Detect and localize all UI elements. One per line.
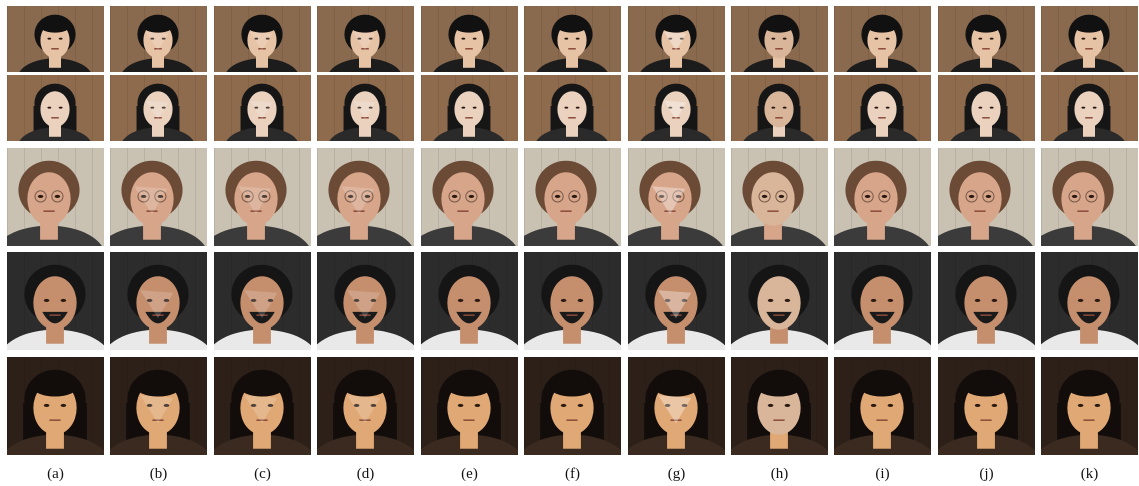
face-image-row3-col8 <box>731 148 828 246</box>
face-image-row1-col10 <box>938 6 1035 72</box>
subfigure-label: (j) <box>979 466 994 482</box>
face-image-row5-col8 <box>731 357 828 455</box>
face-image-row3-col9 <box>834 148 931 246</box>
face-image-row4-col6 <box>524 252 621 350</box>
subfigure-label: (d) <box>356 466 375 482</box>
subfigure-label: (h) <box>770 466 789 482</box>
subfigure-label: (k) <box>1080 466 1099 482</box>
face-image-row2-col10 <box>938 75 1035 141</box>
face-image-row2-col8 <box>731 75 828 141</box>
subfigure-label: (c) <box>254 466 271 482</box>
face-image-row4-col1 <box>7 252 104 350</box>
face-image-row5-col10 <box>938 357 1035 455</box>
face-image-row3-col1 <box>7 148 104 246</box>
face-image-row2-col1 <box>7 75 104 141</box>
face-image-row1-col5 <box>421 6 518 72</box>
face-image-row4-col7 <box>628 252 725 350</box>
face-image-row2-col3 <box>214 75 311 141</box>
face-image-row2-col6 <box>524 75 621 141</box>
face-image-row2-col9 <box>834 75 931 141</box>
face-image-row1-col1 <box>7 6 104 72</box>
face-image-row2-col4 <box>317 75 414 141</box>
subfigure-label: (i) <box>875 466 890 482</box>
face-image-row3-col11 <box>1041 148 1138 246</box>
face-image-row1-col4 <box>317 6 414 72</box>
face-image-row5-col2 <box>110 357 207 455</box>
face-image-row3-col5 <box>421 148 518 246</box>
face-image-row1-col11 <box>1041 6 1138 72</box>
face-image-row1-col7 <box>628 6 725 72</box>
subfigure-label: (b) <box>149 466 168 482</box>
face-image-row1-col3 <box>214 6 311 72</box>
face-image-row4-col11 <box>1041 252 1138 350</box>
face-image-row5-col4 <box>317 357 414 455</box>
face-image-row2-col11 <box>1041 75 1138 141</box>
face-image-row2-col5 <box>421 75 518 141</box>
face-image-row5-col7 <box>628 357 725 455</box>
face-image-row3-col10 <box>938 148 1035 246</box>
face-image-row3-col3 <box>214 148 311 246</box>
face-image-row5-col1 <box>7 357 104 455</box>
subfigure-label: (a) <box>47 466 64 482</box>
subfigure-label: (f) <box>565 466 580 482</box>
face-image-row1-col9 <box>834 6 931 72</box>
face-image-row4-col4 <box>317 252 414 350</box>
face-image-row3-col4 <box>317 148 414 246</box>
face-image-row3-col6 <box>524 148 621 246</box>
face-image-row5-col6 <box>524 357 621 455</box>
subfigure-label: (e) <box>461 466 478 482</box>
face-image-row5-col5 <box>421 357 518 455</box>
face-image-row3-col7 <box>628 148 725 246</box>
face-image-row5-col9 <box>834 357 931 455</box>
face-image-row2-col7 <box>628 75 725 141</box>
face-image-row4-col2 <box>110 252 207 350</box>
face-image-row4-col8 <box>731 252 828 350</box>
face-image-row2-col2 <box>110 75 207 141</box>
face-image-row1-col8 <box>731 6 828 72</box>
face-image-row4-col10 <box>938 252 1035 350</box>
face-image-row1-col2 <box>110 6 207 72</box>
face-image-row5-col11 <box>1041 357 1138 455</box>
face-image-row1-col6 <box>524 6 621 72</box>
face-image-row4-col9 <box>834 252 931 350</box>
face-image-row5-col3 <box>214 357 311 455</box>
face-image-row4-col3 <box>214 252 311 350</box>
subfigure-label: (g) <box>667 466 686 482</box>
face-image-row3-col2 <box>110 148 207 246</box>
face-image-row4-col5 <box>421 252 518 350</box>
